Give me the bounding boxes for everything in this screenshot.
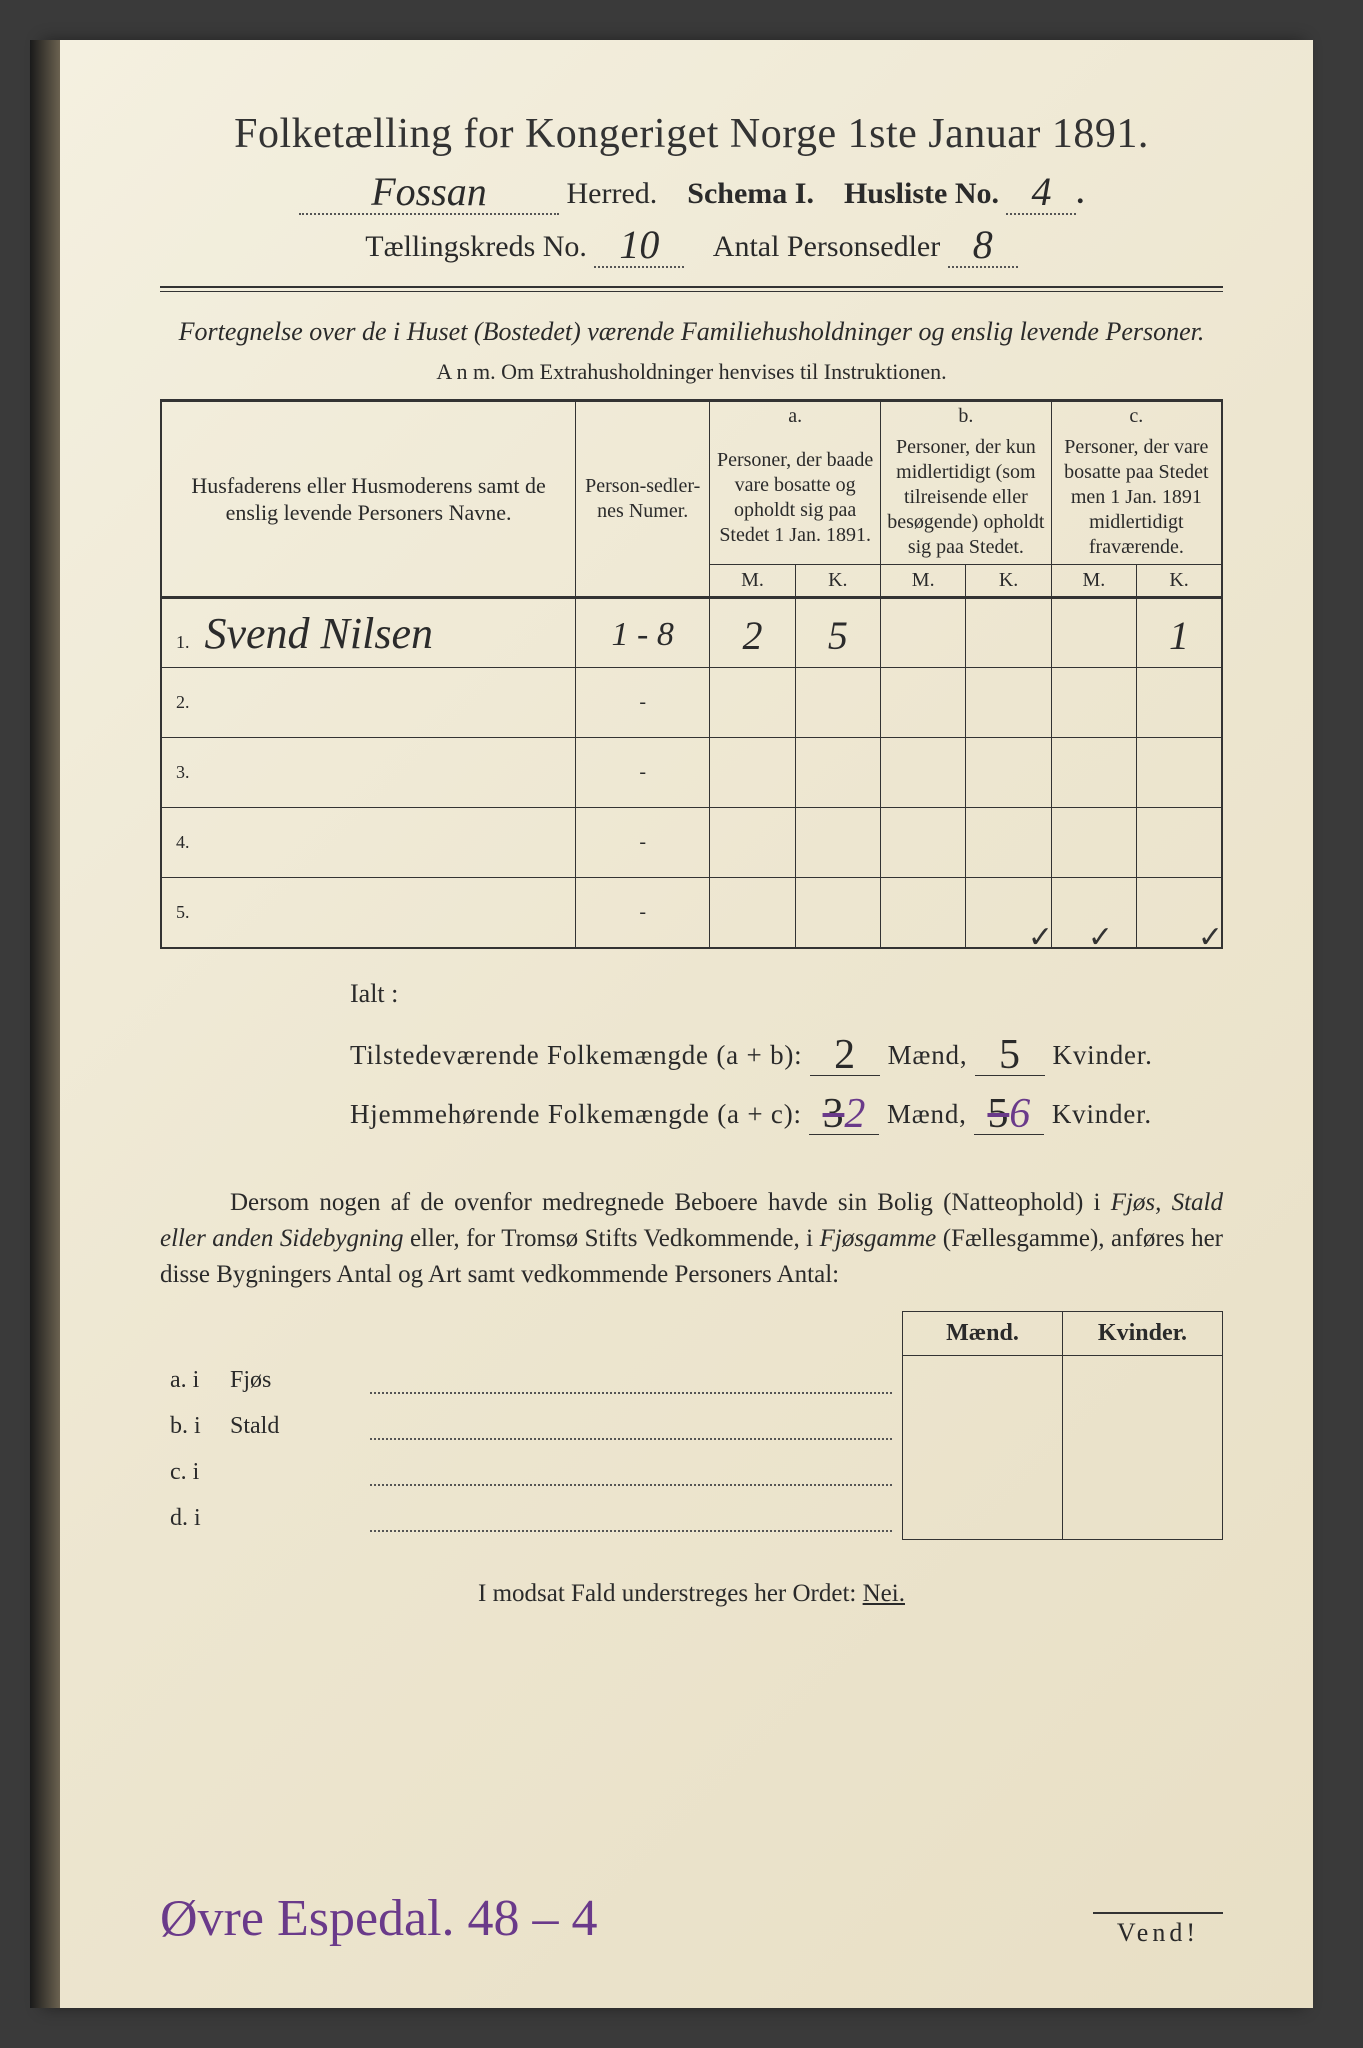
cell-c-k: 1: [1169, 613, 1189, 658]
row-number: 1.: [176, 632, 190, 652]
kreds-label: Tællingskreds No.: [365, 230, 587, 263]
totals-present-label: Tilstedeværende Folkemængde (a + b):: [350, 1040, 802, 1070]
ob-row-label: d. i: [160, 1494, 220, 1540]
outbuildings-paragraph: Dersom nogen af de ovenfor medregnede Be…: [160, 1185, 1223, 1294]
col-b-label: b.: [881, 401, 1052, 432]
table-row: 5. -: [161, 878, 1222, 948]
ob-row-label: a. i: [160, 1356, 220, 1402]
totals-present: Tilstedeværende Folkemængde (a + b): 2 M…: [350, 1027, 1223, 1076]
vend-label: Vend!: [1093, 1912, 1223, 1948]
cell-a-k: 5: [828, 613, 848, 658]
totals-resident: Hjemmehørende Folkemængde (a + c): 32 Mæ…: [350, 1086, 1223, 1135]
totals-resident-m-old: 3: [823, 1091, 845, 1137]
cell-a-m: 2: [742, 613, 762, 658]
kvinder-label: Kvinder.: [1053, 1040, 1153, 1070]
col-b-k: K.: [966, 565, 1051, 598]
page-title: Folketælling for Kongeriget Norge 1ste J…: [160, 110, 1223, 158]
husliste-label: Husliste No.: [844, 177, 999, 210]
tick-mark: ✓: [1198, 920, 1223, 955]
maend-label: Mænd,: [888, 1040, 968, 1070]
herred-label: Herred.: [567, 177, 658, 210]
totals-resident-label: Hjemmehørende Folkemængde (a + c):: [350, 1099, 802, 1129]
col-a-text: Personer, der baade vare bosatte og opho…: [710, 431, 881, 565]
section-heading: Fortegnelse over de i Huset (Bostedet) v…: [160, 314, 1223, 349]
outbuildings-table: Mænd. Kvinder. a. i Fjøs b. i Stald c. i…: [160, 1311, 1223, 1540]
nei-text: I modsat Fald understreges her Ordet:: [478, 1580, 863, 1607]
antal-value: 8: [973, 222, 993, 267]
table-row: 1. Svend Nilsen 1 - 8 2 5 1: [161, 598, 1222, 668]
row-number: 2.: [176, 692, 190, 712]
ob-row-name: Fjøs: [220, 1356, 360, 1402]
antal-label: Antal Personsedler: [713, 230, 940, 263]
page-footer: Øvre Espedal. 48 – 4 Vend!: [160, 1889, 1223, 1948]
cell-numer: -: [576, 808, 710, 878]
col-b-text: Personer, der kun midlertidigt (som tilr…: [881, 431, 1052, 565]
header-line-2: Tællingskreds No. 10 Antal Personsedler …: [160, 219, 1223, 268]
census-table: Husfaderens eller Husmoderens samt de en…: [160, 399, 1223, 949]
header-line-1: Fossan Herred. Schema I. Husliste No. 4 …: [160, 166, 1223, 215]
cell-numer: 1 - 8: [612, 616, 674, 653]
col-head-numer: Person-sedler-nes Numer.: [576, 401, 710, 598]
totals-resident-k-new: 6: [1009, 1091, 1031, 1137]
cell-numer: -: [576, 738, 710, 808]
section-annotation: A n m. Om Extrahusholdninger henvises ti…: [160, 359, 1223, 385]
ob-row: c. i: [160, 1448, 1223, 1494]
col-c-text: Personer, der vare bosatte paa Stedet me…: [1051, 431, 1222, 565]
row-number: 4.: [176, 832, 190, 852]
tick-mark: ✓: [1028, 920, 1053, 955]
ob-row: d. i: [160, 1494, 1223, 1540]
col-a-label: a.: [710, 401, 881, 432]
row-number: 3.: [176, 762, 190, 782]
col-c-label: c.: [1051, 401, 1222, 432]
table-row: 3. -: [161, 738, 1222, 808]
ob-row-name: Stald: [220, 1402, 360, 1448]
cell-numer: -: [576, 668, 710, 738]
husliste-value: 4: [1031, 169, 1051, 214]
para-italic-2: Fjøsgamme: [820, 1225, 937, 1252]
ob-row-label: b. i: [160, 1402, 220, 1448]
ob-row: a. i Fjøs: [160, 1356, 1223, 1402]
ob-row-label: c. i: [160, 1448, 220, 1494]
tick-mark: ✓: [1088, 920, 1113, 955]
schema-label: Schema I.: [687, 177, 814, 210]
cell-numer: -: [576, 878, 710, 948]
totals-resident-m-new: 2: [844, 1091, 866, 1137]
para-text-2: eller, for Tromsø Stifts Vedkommende, i: [403, 1225, 819, 1252]
row-number: 5.: [176, 902, 190, 922]
dotted-line: [370, 1504, 892, 1532]
totals-present-k: 5: [999, 1032, 1021, 1078]
ob-head-k: Kvinder.: [1063, 1312, 1223, 1356]
totals-present-m: 2: [834, 1032, 856, 1078]
divider-rule: [160, 286, 1223, 292]
nei-word: Nei.: [863, 1580, 905, 1607]
col-c-m: M.: [1051, 565, 1136, 598]
ob-head-m: Mænd.: [903, 1312, 1063, 1356]
dotted-line: [370, 1366, 892, 1394]
dotted-line: [370, 1458, 892, 1486]
totals-block: Ialt : Tilstedeværende Folkemængde (a + …: [160, 979, 1223, 1135]
totals-resident-k-old: 5: [987, 1091, 1009, 1137]
para-text-1: Dersom nogen af de ovenfor medregnede Be…: [230, 1189, 1111, 1216]
col-head-names: Husfaderens eller Husmoderens samt de en…: [161, 401, 576, 598]
col-a-k: K.: [795, 565, 880, 598]
dotted-line: [370, 1412, 892, 1440]
nei-line: I modsat Fald understreges her Ordet: Ne…: [160, 1580, 1223, 1608]
table-row: 4. -: [161, 808, 1222, 878]
col-b-m: M.: [881, 565, 966, 598]
footer-handwriting: Øvre Espedal. 48 – 4: [160, 1889, 598, 1948]
table-row: 2. -: [161, 668, 1222, 738]
ialt-label: Ialt :: [350, 979, 1223, 1009]
kvinder-label: Kvinder.: [1052, 1099, 1152, 1129]
ob-row: b. i Stald: [160, 1402, 1223, 1448]
document-page: Folketælling for Kongeriget Norge 1ste J…: [50, 40, 1313, 2008]
kreds-value: 10: [619, 222, 659, 267]
maend-label: Mænd,: [887, 1099, 967, 1129]
col-a-m: M.: [710, 565, 795, 598]
row-name: Svend Nilsen: [205, 609, 434, 658]
col-c-k: K.: [1137, 565, 1222, 598]
herred-value: Fossan: [371, 169, 487, 214]
